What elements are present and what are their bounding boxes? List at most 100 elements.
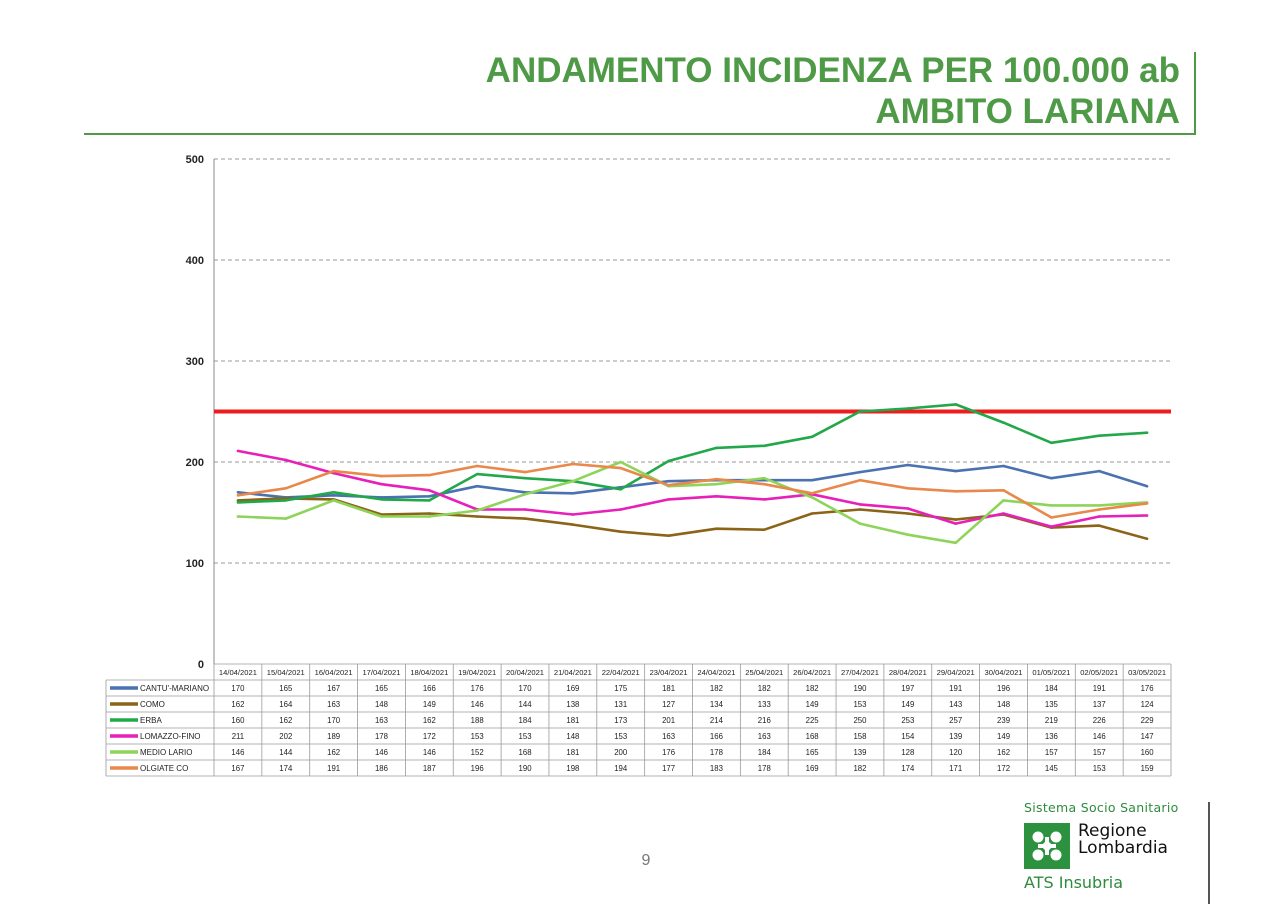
data-point [475,484,479,488]
data-label: 135 [1045,700,1059,709]
regione-lombardia-logo: Sistema Socio Sanitario Regione Lombardi… [1016,798,1206,898]
series-line [237,460,1148,545]
data-label: 160 [231,716,245,725]
data-label: 124 [1141,700,1155,709]
data-point [428,473,431,477]
data-label: 182 [758,684,771,693]
data-label: 200 [614,748,628,757]
data-point [428,495,431,498]
data-label: 163 [758,732,771,741]
data-point [380,482,383,486]
x-tick-label: 18/04/2021 [410,668,448,677]
data-label: 176 [471,684,484,693]
data-label: 184 [519,716,533,725]
data-point [523,493,527,496]
data-point [428,512,431,515]
data-point [284,458,288,462]
data-point [1097,515,1101,518]
legend-label: LOMAZZO-FINO [140,732,200,741]
data-label: 120 [949,748,963,757]
data-label: 153 [853,700,866,709]
data-point [332,491,335,494]
data-label: 181 [566,716,579,725]
y-tick-label: 300 [186,356,204,368]
data-label: 198 [566,764,579,773]
data-label: 211 [232,732,244,741]
slide-title: ANDAMENTO INCIDENZA PER 100.000 ab AMBIT… [486,50,1180,132]
data-label: 197 [901,684,914,693]
data-label: 139 [949,732,962,741]
data-label: 186 [375,764,388,773]
legend-label: CANTU'-MARIANO [140,684,209,693]
data-point [380,515,383,518]
data-label: 225 [806,716,820,725]
data-label: 137 [1093,700,1106,709]
series-line [237,497,1148,541]
data-point [667,483,670,487]
data-label: 191 [949,684,962,693]
data-point [1145,484,1149,488]
data-point [810,512,814,515]
legend-label: MEDIO LARIO [140,748,192,757]
data-point [858,508,862,511]
data-label: 177 [662,764,675,773]
data-point [1097,524,1101,527]
x-tick-label: 23/04/2021 [650,668,688,677]
data-point [1145,537,1149,541]
data-point [332,499,335,502]
data-point [1050,476,1053,480]
data-label: 174 [901,764,915,773]
data-point [571,513,575,516]
data-label: 181 [662,684,675,693]
data-point [667,534,670,538]
data-label: 165 [375,684,389,693]
data-point [906,512,910,515]
data-point [954,469,957,473]
data-label: 196 [471,764,484,773]
x-tick-label: 22/04/2021 [602,668,640,677]
data-point [858,478,862,482]
data-point [667,479,670,483]
data-point [1050,441,1053,445]
data-point [715,482,718,486]
data-label: 162 [423,716,436,725]
data-point [523,508,527,511]
data-label: 143 [949,700,962,709]
data-point [475,464,479,468]
series-line [237,462,1148,519]
data-label: 190 [519,764,533,773]
slide-title-line1: ANDAMENTO INCIDENZA PER 100.000 ab [485,51,1180,90]
data-point [236,491,240,494]
data-label: 172 [997,764,1010,773]
data-label: 163 [662,732,675,741]
data-label: 257 [949,716,962,725]
legend-label: COMO [140,700,165,709]
data-point [1002,488,1005,492]
data-label: 173 [614,716,627,725]
data-point [810,496,814,499]
data-label: 191 [1093,684,1106,693]
data-point [475,509,479,512]
data-point [619,487,623,491]
data-label: 178 [375,732,388,741]
data-point [906,463,910,467]
slide-title-line2: AMBITO LARIANA [875,92,1180,131]
data-label: 182 [806,684,819,693]
data-label: 148 [997,700,1010,709]
data-point [428,488,431,492]
data-point [906,507,910,510]
data-point [906,533,910,537]
data-point [428,515,431,518]
incidence-line-chart: 0 100 200 300 400 500 14/04/2021 15/04/2021 16/0… [105,154,1172,777]
y-tick-label: 100 [186,558,204,570]
data-point [475,472,479,476]
data-label: 172 [423,732,436,741]
logo-ats-label: ATS Insubria [1024,873,1124,892]
data-label: 169 [806,764,819,773]
data-point [284,486,288,490]
data-point [571,523,575,526]
data-label: 216 [758,716,771,725]
data-point [954,489,957,493]
x-tick-label: 30/04/2021 [985,668,1023,677]
data-point [762,498,766,501]
